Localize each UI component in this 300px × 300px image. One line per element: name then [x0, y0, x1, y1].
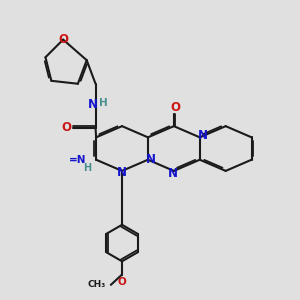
- Text: O: O: [118, 277, 126, 287]
- Text: =N: =N: [69, 155, 87, 165]
- Text: H: H: [99, 98, 108, 108]
- Text: N: N: [167, 167, 177, 180]
- Text: O: O: [170, 101, 180, 114]
- Text: N: N: [88, 98, 98, 111]
- Text: N: N: [146, 153, 156, 166]
- Text: CH₃: CH₃: [87, 280, 106, 290]
- Text: N: N: [117, 166, 127, 179]
- Text: O: O: [58, 33, 68, 46]
- Text: N: N: [198, 129, 208, 142]
- Text: H: H: [82, 163, 91, 173]
- Text: O: O: [61, 122, 71, 134]
